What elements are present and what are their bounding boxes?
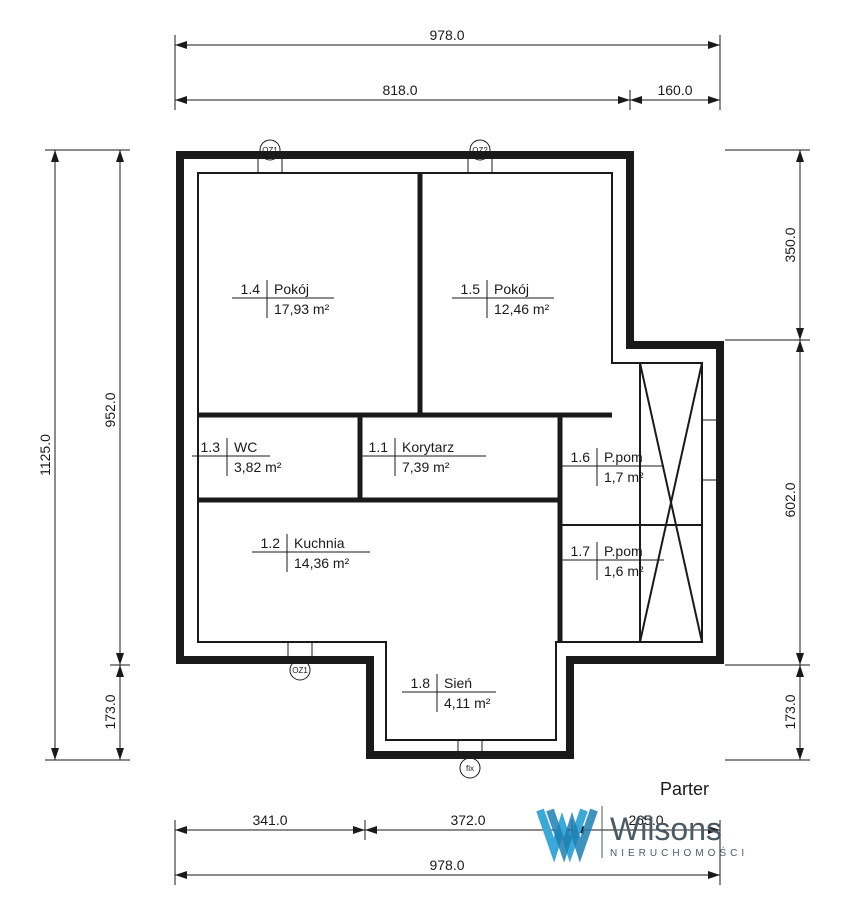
dim-top-160: 160.0 [657, 82, 692, 98]
room-num: 1.8 [411, 675, 431, 691]
top-dimensions: 978.0 818.0 160.0 [175, 27, 720, 110]
room-name: Pokój [274, 281, 309, 297]
dim-bot-978: 978.0 [429, 857, 464, 873]
right-dimensions: 350.0 602.0 173.0 [725, 150, 810, 760]
room-name: WC [234, 439, 257, 455]
room-area: 12,46 m² [494, 301, 550, 317]
room-area: 17,93 m² [274, 301, 330, 317]
room-name: P.pom [604, 449, 643, 465]
room-area: 7,39 m² [402, 459, 450, 475]
wilsons-logo: Wilsons NIERUCHOMOŚCI [540, 806, 748, 859]
room-num: 1.1 [369, 439, 389, 455]
room-num: 1.5 [461, 281, 481, 297]
dim-bot-341: 341.0 [252, 812, 287, 828]
dim-right-350: 350.0 [782, 227, 798, 262]
room-area: 4,11 m² [444, 695, 491, 711]
dim-top-818: 818.0 [382, 82, 417, 98]
dim-left-952: 952.0 [102, 392, 118, 427]
room-name: Sień [444, 675, 472, 691]
left-dimensions: 1125.0 952.0 173.0 [37, 150, 130, 760]
room-area: 3,82 m² [234, 459, 282, 475]
dim-top-978: 978.0 [429, 27, 464, 43]
room-name: P.pom [604, 543, 643, 559]
dim-right-173: 173.0 [782, 694, 798, 729]
room-name: Kuchnia [294, 535, 345, 551]
room-num: 1.3 [201, 439, 221, 455]
room-num: 1.6 [571, 449, 591, 465]
dim-right-602: 602.0 [782, 482, 798, 517]
dim-left-1125: 1125.0 [37, 434, 53, 476]
marker-oz1: OZ1 [262, 146, 278, 155]
room-num: 1.7 [571, 543, 591, 559]
room-num: 1.4 [241, 281, 261, 297]
room-area: 1,6 m² [604, 563, 644, 579]
markers: OZ1 OZ2 OZ1 fix [258, 140, 718, 778]
dim-left-173: 173.0 [102, 694, 118, 729]
room-num: 1.2 [261, 535, 281, 551]
marker-fix: fix [466, 764, 474, 773]
marker-oz1b: OZ1 [292, 666, 308, 675]
logo-main: Wilsons [610, 811, 722, 847]
logo-sub: NIERUCHOMOŚCI [610, 846, 748, 859]
room-name: Korytarz [402, 439, 454, 455]
room-area: 14,36 m² [294, 555, 350, 571]
dim-bot-372: 372.0 [450, 812, 485, 828]
marker-oz2: OZ2 [472, 146, 488, 155]
room-labels: 1.4 Pokój 17,93 m² 1.5 Pokój 12,46 m² 1.3 WC 3,8… [192, 280, 664, 712]
room-area: 1,7 m² [604, 469, 644, 485]
floorplan-canvas: 978.0 818.0 160.0 1125.0 952.0 173.0 [0, 0, 860, 900]
floor-label: Parter [660, 779, 709, 799]
room-name: Pokój [494, 281, 529, 297]
